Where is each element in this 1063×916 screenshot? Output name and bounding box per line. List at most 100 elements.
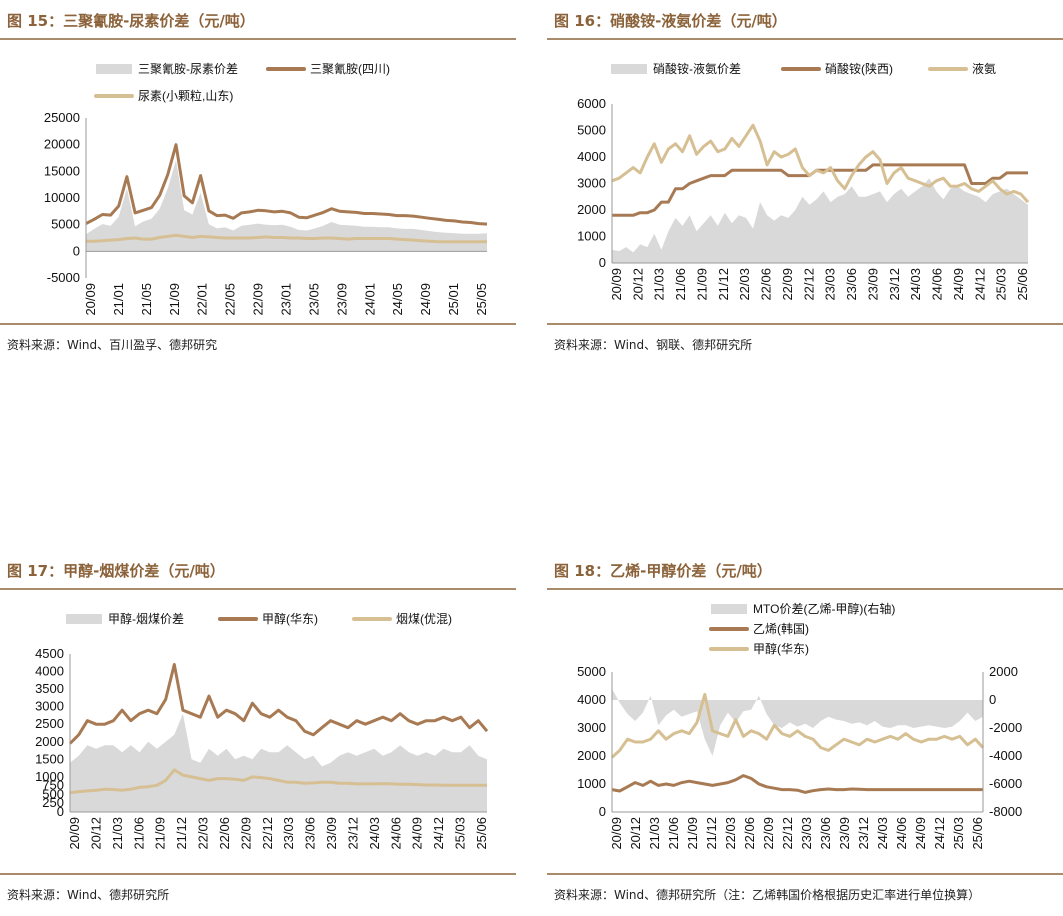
- x-tick-label: 20/09: [609, 268, 624, 301]
- x-tick-label: 25/06: [1015, 268, 1030, 301]
- x-tick-label: 24/12: [932, 817, 947, 850]
- source-divider: [0, 873, 516, 875]
- series-line: [611, 123, 1030, 204]
- x-tick-label: 24/12: [431, 817, 446, 850]
- y-tick-label: 2000: [577, 748, 606, 763]
- x-tick-label: 25/05: [474, 283, 489, 316]
- x-tick-label: 23/03: [799, 817, 814, 850]
- x-tick-label: 21/06: [673, 268, 688, 301]
- chart-15: 三聚氰胺-尿素价差 三聚氰胺(四川) 尿素(小颗粒,山东) 25000 20000 150…: [44, 61, 489, 316]
- y-tick-label: 4500: [35, 646, 64, 661]
- y-tick-label: 1000: [577, 776, 606, 791]
- legend-label: 液氨: [972, 61, 996, 76]
- y-tick-label: 5000: [51, 217, 80, 232]
- y-tick-label: 15000: [44, 163, 80, 178]
- x-tick-label: 24/06: [930, 268, 945, 301]
- x-tick-label: 23/12: [345, 817, 360, 850]
- y-tick-label: 3500: [35, 681, 64, 696]
- x-tick-label: 23/06: [818, 817, 833, 850]
- y-tick-label: 500: [42, 786, 64, 801]
- legend-label: 烟煤(优混): [396, 612, 452, 626]
- legend-label: 三聚氰胺-尿素价差: [138, 61, 238, 76]
- x-tick-label: 21/06: [131, 817, 146, 850]
- x-tick-label: 24/03: [367, 817, 382, 850]
- y-tick-label: 0: [57, 804, 64, 819]
- x-tick-label: 20/09: [609, 817, 624, 850]
- legend-swatch-area: [66, 614, 102, 624]
- y-tick-label: 0: [73, 243, 80, 258]
- x-tick-label: 22/12: [260, 817, 275, 850]
- series-area: [86, 160, 487, 252]
- y2-tick-label: -6000: [989, 776, 1022, 791]
- x-tick-label: 23/01: [279, 283, 294, 316]
- x-tick-label: 21/09: [167, 283, 182, 316]
- x-tick-label: 22/06: [759, 268, 774, 301]
- legend-label: 乙烯(韩国): [753, 621, 809, 636]
- chart-18: MTO价差(乙烯-甲醇)(右轴) 乙烯(韩国) 甲醇(华东) 5000 4000 3000…: [577, 601, 1022, 850]
- x-tick-label: 23/06: [303, 817, 318, 850]
- x-tick-label: 25/03: [951, 817, 966, 850]
- y2-tick-label: 0: [989, 692, 996, 707]
- x-tick-label: 25/03: [994, 268, 1009, 301]
- x-tick-label: 23/09: [334, 283, 349, 316]
- x-tick-label: 22/12: [801, 268, 816, 301]
- x-tick-label: 22/09: [761, 817, 776, 850]
- series-area: [70, 713, 487, 812]
- y-tick-label: 2000: [577, 202, 606, 217]
- chart-16: 硝酸铵-液氨价差 硝酸铵(陕西) 液氨 6000 5000 4000 3000 2000 100…: [577, 61, 1030, 301]
- series-line: [69, 768, 487, 795]
- x-tick-label: 23/09: [865, 268, 880, 301]
- figure-16-panel: 图 16：硝酸铵-液氨价差（元/吨） 硝酸铵-液氨价差 硝酸铵(陕西) 液氨 6000…: [547, 0, 1063, 352]
- x-tick-label: 24/09: [951, 268, 966, 301]
- x-tick-label: 23/12: [887, 268, 902, 301]
- y-tick-label: 0: [599, 255, 606, 270]
- x-tick-label: 20/12: [628, 817, 643, 850]
- x-tick-label: 23/12: [856, 817, 871, 850]
- x-tick-label: 22/12: [780, 817, 795, 850]
- x-tick-label: 24/05: [390, 283, 405, 316]
- x-tick-label: 24/09: [410, 817, 425, 850]
- x-tick-label: 23/05: [306, 283, 321, 316]
- x-tick-label: 21/03: [110, 817, 125, 850]
- y-tick-label: 4000: [35, 664, 64, 679]
- figure-title: 图 18：乙烯-甲醇价差（元/吨）: [554, 562, 772, 580]
- figure-title: 图 15：三聚氰胺-尿素价差（元/吨）: [7, 12, 255, 30]
- title-divider: [547, 588, 1063, 590]
- figure-title: 图 17：甲醇-烟煤价差（元/吨）: [7, 562, 225, 580]
- y2-tick-label: -2000: [989, 720, 1022, 735]
- x-tick-label: 23/03: [823, 268, 838, 301]
- y-tick-label: 0: [599, 804, 606, 819]
- x-tick-label: 20/12: [88, 817, 103, 850]
- y-tick-label: 1000: [35, 769, 64, 784]
- x-tick-label: 21/09: [153, 817, 168, 850]
- y-tick-label: 1500: [35, 751, 64, 766]
- y2-tick-label: -4000: [989, 748, 1022, 763]
- legend-label: 甲醇(华东): [262, 611, 318, 626]
- x-tick-label: 24/06: [894, 817, 909, 850]
- series-area: [612, 178, 1028, 263]
- title-divider: [547, 38, 1063, 40]
- legend-swatch-area: [96, 64, 132, 74]
- source-divider: [547, 323, 1063, 325]
- legend-swatch-area: [711, 604, 747, 614]
- x-tick-label: 21/06: [666, 817, 681, 850]
- figure-18-panel: 图 18：乙烯-甲醇价差（元/吨） MTO价差(乙烯-甲醇)(右轴) 乙烯(韩国)…: [547, 550, 1063, 902]
- y-tick-label: 5000: [577, 123, 606, 138]
- y-tick-label: -5000: [47, 270, 80, 285]
- y-tick-label: 6000: [577, 96, 606, 111]
- x-tick-label: 21/01: [111, 283, 126, 316]
- x-tick-label: 22/09: [251, 283, 266, 316]
- x-tick-label: 22/03: [723, 817, 738, 850]
- legend-label: 甲醇-烟煤价差: [108, 611, 184, 626]
- x-tick-label: 25/03: [453, 817, 468, 850]
- x-tick-label: 25/06: [970, 817, 985, 850]
- x-tick-label: 22/01: [195, 283, 210, 316]
- x-tick-label: 22/09: [780, 268, 795, 301]
- legend-label: 硝酸铵-液氨价差: [653, 61, 741, 76]
- y-tick-label: 2000: [35, 734, 64, 749]
- x-tick-label: 20/12: [630, 268, 645, 301]
- x-tick-label: 21/12: [174, 817, 189, 850]
- y-tick-label: 5000: [577, 664, 606, 679]
- figure-15-panel: 图 15：三聚氰胺-尿素价差（元/吨） 三聚氰胺-尿素价差 三聚氰胺(四川) 尿素(…: [0, 0, 516, 352]
- series-line: [610, 692, 985, 759]
